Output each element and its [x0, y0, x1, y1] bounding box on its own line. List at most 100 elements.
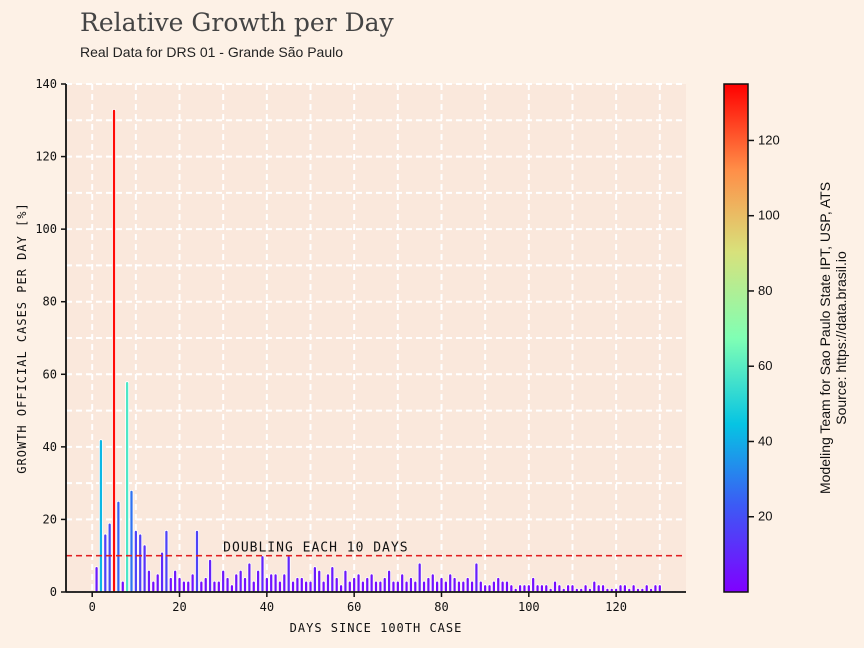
bar: [461, 580, 466, 593]
bar: [129, 489, 134, 593]
colorbar-tick-label: 20: [758, 509, 772, 524]
y-tick-label: 0: [50, 585, 57, 599]
bar: [500, 580, 505, 593]
bar: [395, 580, 400, 593]
bar: [299, 577, 304, 593]
bar: [112, 109, 116, 593]
bar: [596, 584, 601, 593]
bar: [278, 580, 282, 593]
bar: [470, 580, 474, 593]
bar: [457, 580, 461, 593]
x-tick-label: 20: [172, 600, 186, 614]
page-title: Relative Growth per Day: [80, 8, 394, 37]
axis-ticks: 0 20 40 60 80 100 120 0 20 40 60 80 100 120 140: [35, 77, 627, 614]
bar: [125, 381, 130, 593]
bar: [382, 577, 387, 593]
bar: [339, 584, 343, 593]
bar: [120, 580, 125, 593]
colorbar-ticks: 20 40 60 80 100 120: [748, 132, 780, 524]
bar: [505, 580, 509, 593]
bar: [365, 577, 370, 593]
bar: [409, 577, 413, 593]
bar: [273, 573, 278, 593]
credit-line-2: Source: https://data.brasil.io: [833, 251, 849, 425]
bar: [400, 573, 405, 593]
bar: [522, 584, 527, 593]
bar: [422, 580, 426, 593]
bar: [304, 580, 309, 593]
bar: [216, 580, 221, 593]
bar: [221, 569, 226, 593]
bar: [413, 580, 418, 593]
bar: [94, 566, 99, 593]
bar: [151, 580, 156, 593]
bar: [474, 562, 479, 593]
bar: [622, 584, 627, 593]
bar: [317, 569, 322, 593]
y-axis-label: GROWTH OFFICIAL CASES PER DAY [%]: [15, 202, 29, 473]
bar: [535, 584, 540, 593]
colorbar-tick-label: 80: [758, 283, 772, 298]
bar: [264, 577, 269, 593]
y-tick-label: 40: [43, 440, 57, 454]
bar: [360, 580, 365, 593]
y-tick-label: 120: [35, 150, 57, 164]
bar: [251, 580, 256, 593]
bar: [225, 577, 230, 593]
bar: [186, 580, 191, 593]
doubling-annotation: DOUBLING EACH 10 DAYS: [223, 541, 408, 556]
bar: [334, 577, 339, 593]
x-tick-label: 100: [518, 600, 540, 614]
bar: [247, 562, 252, 593]
bar: [356, 573, 361, 593]
bar: [404, 580, 409, 593]
bar: [601, 584, 605, 593]
bar: [164, 529, 169, 593]
page-subtitle: Real Data for DRS 01 - Grande São Paulo: [80, 44, 344, 60]
x-tick-label: 60: [347, 600, 361, 614]
bar: [177, 577, 182, 593]
bar: [430, 573, 435, 593]
bar: [133, 529, 138, 593]
bar: [138, 533, 143, 593]
bar: [487, 584, 492, 593]
y-tick-label: 140: [35, 77, 57, 91]
bar: [566, 584, 571, 593]
bar: [452, 577, 457, 593]
bar: [426, 577, 431, 593]
bar: [557, 584, 562, 593]
bar: [483, 584, 488, 593]
bar: [260, 555, 265, 593]
credit-line-1: Modeling Team for Sao Paulo State IPT, U…: [817, 182, 833, 494]
bar: [496, 577, 501, 593]
colorbar-tick-label: 60: [758, 358, 772, 373]
bar: [168, 577, 173, 593]
bar: [243, 577, 247, 593]
bar: [644, 584, 649, 593]
bar: [417, 562, 422, 593]
bar: [583, 584, 588, 593]
x-tick-label: 120: [605, 600, 627, 614]
bar: [369, 573, 374, 593]
bar: [378, 580, 383, 593]
bar: [631, 584, 636, 593]
y-tick-label: 100: [35, 222, 57, 236]
bar: [181, 580, 186, 593]
x-tick-label: 40: [260, 600, 274, 614]
colorbar-tick-label: 40: [758, 433, 772, 448]
bar: [618, 584, 623, 593]
bar: [286, 555, 291, 593]
bar: [657, 584, 662, 593]
bar: [238, 569, 243, 593]
y-tick-label: 20: [43, 512, 57, 526]
bar: [539, 584, 544, 593]
bar: [330, 566, 335, 593]
bar: [282, 573, 287, 593]
bar: [448, 573, 453, 593]
bar: [509, 584, 514, 593]
colorbar: [723, 83, 749, 593]
bar: [291, 580, 295, 593]
bar: [526, 584, 531, 593]
bar: [391, 580, 396, 593]
